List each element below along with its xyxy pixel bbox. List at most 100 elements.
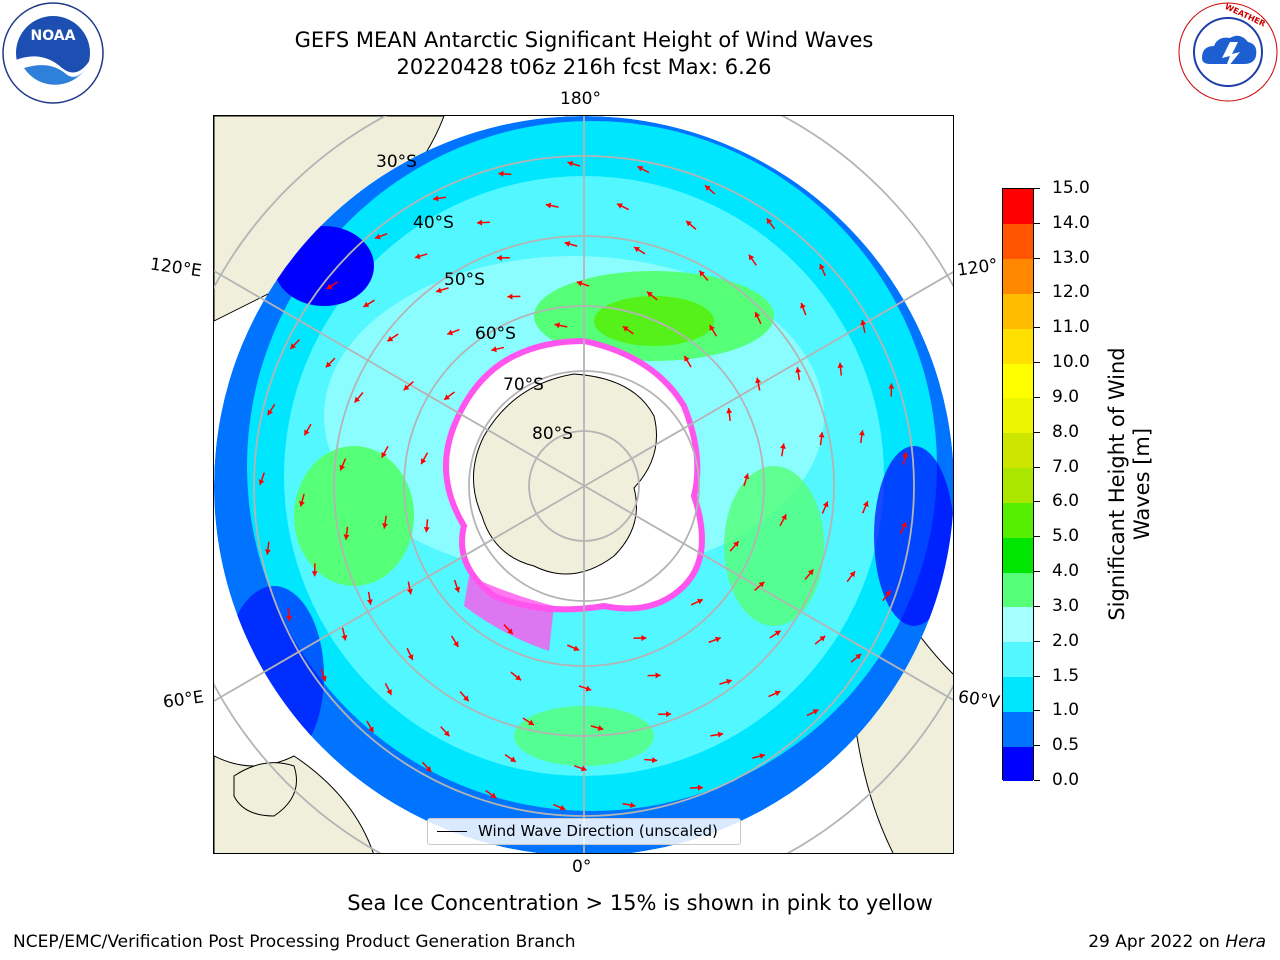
colorbar-tick xyxy=(1034,605,1040,607)
colorbar-tick-label: 14.0 xyxy=(1052,212,1090,233)
longitude-label-60e: 60°E xyxy=(161,687,206,713)
wind-arrow-head xyxy=(567,160,574,167)
colorbar-segment xyxy=(1003,606,1033,643)
colorbar-segment xyxy=(1003,258,1033,294)
colorbar-segment xyxy=(1003,189,1033,225)
wind-arrow-head xyxy=(863,501,869,507)
longitude-label-120e: 120°E xyxy=(148,254,203,282)
colorbar-segment xyxy=(1003,676,1033,712)
wind-arrow-head xyxy=(491,346,497,353)
wind-arrow-head xyxy=(325,361,332,368)
wind-arrow-head xyxy=(697,598,703,605)
footer-machine: Hera xyxy=(1225,932,1266,952)
noaa-logo-icon: NOAA xyxy=(2,2,104,104)
wind-arrow-head xyxy=(837,362,844,368)
colorbar-tick xyxy=(1034,640,1040,642)
wind-arrow-head xyxy=(780,443,786,449)
wind-arrow-head xyxy=(290,343,296,349)
colorbar-segment xyxy=(1003,363,1033,399)
map-legend: Wind Wave Direction (unscaled) xyxy=(427,818,741,845)
wind-arrow-head xyxy=(443,730,450,737)
wind-arrow-head xyxy=(714,636,721,643)
wind-arrow-head xyxy=(490,792,497,798)
wind-arrow-head xyxy=(666,711,672,718)
map-subtitle: 20220428 t06z 216h fcst Max: 6.26 xyxy=(396,55,772,79)
wind-arrow-head xyxy=(697,784,703,791)
colorbar-segment xyxy=(1003,467,1033,503)
longitude-label-0: 0° xyxy=(572,857,592,877)
colorbar-tick-label: 1.0 xyxy=(1052,700,1080,721)
wind-arrow-head xyxy=(559,804,566,811)
wind-arrow-head xyxy=(800,302,806,309)
wind-arrow-head xyxy=(580,765,587,772)
footer-date-text: 29 Apr 2022 on xyxy=(1088,932,1226,952)
wind-arrow-head xyxy=(341,634,348,641)
wind-wave-arrows xyxy=(258,160,909,811)
wind-arrow-head xyxy=(320,675,327,682)
wind-arrow-head xyxy=(447,329,454,336)
colorbar-label: Significant Height of Wind Waves [m] xyxy=(1105,347,1154,621)
colorbar-tick xyxy=(1034,188,1040,189)
wind-arrow-head xyxy=(774,630,781,637)
wind-arrow-head xyxy=(304,429,310,436)
latitude-label-30s: 30°S xyxy=(376,152,417,172)
wind-arrow-head xyxy=(406,588,413,595)
wind-arrow-head xyxy=(507,628,513,635)
wind-arrow-head xyxy=(647,291,653,298)
wind-arrow-head xyxy=(573,645,580,652)
colorbar-tick xyxy=(1034,780,1040,781)
wind-arrow-head xyxy=(818,432,825,438)
colorbar-segment xyxy=(1003,432,1033,469)
colorbar-tick-label: 5.0 xyxy=(1052,526,1080,547)
latitude-label-70s: 70°S xyxy=(503,375,544,395)
wind-arrow-head xyxy=(368,726,374,733)
colorbar-tick-label: 1.5 xyxy=(1052,665,1080,686)
wind-arrow-head xyxy=(453,641,459,647)
wind-arrow-head xyxy=(885,590,891,597)
wind-arrow-head xyxy=(726,678,732,685)
wind-arrow-head xyxy=(366,599,373,605)
colorbar-tick-label: 0.5 xyxy=(1052,735,1080,756)
wind-arrow-head xyxy=(597,725,604,731)
colorbar-segment xyxy=(1003,223,1033,260)
wind-arrow-head xyxy=(629,802,636,809)
wind-arrow-head xyxy=(585,685,592,692)
colorbar-segment xyxy=(1003,502,1033,538)
colorbar-segment xyxy=(1003,537,1033,573)
wind-arrow-head xyxy=(812,709,819,715)
wind-arrow-head xyxy=(634,247,640,253)
colorbar-tick xyxy=(1034,710,1040,712)
wind-arrow-head xyxy=(507,293,513,300)
wind-arrow-head xyxy=(822,501,829,508)
latitude-label-80s: 80°S xyxy=(532,424,573,444)
longitude-label-180: 180° xyxy=(560,89,601,109)
wind-arrow-head xyxy=(339,464,346,471)
wind-arrow-head xyxy=(748,254,755,261)
colorbar-segment xyxy=(1003,328,1033,364)
colorbar-tick-label: 10.0 xyxy=(1052,352,1090,373)
latitude-label-60s: 60°S xyxy=(475,324,516,344)
wind-arrow-head xyxy=(311,571,318,577)
wind-arrow-head xyxy=(326,283,333,290)
wind-arrow-head xyxy=(420,458,427,465)
colorbar-tick-label: 8.0 xyxy=(1052,421,1080,442)
map-panel xyxy=(213,115,954,854)
ross-sea-ice xyxy=(464,576,554,651)
wind-arrow-head xyxy=(855,654,862,660)
colorbar-segment xyxy=(1003,572,1033,608)
wind-arrow-head xyxy=(403,384,410,391)
colorbar-tick xyxy=(1034,745,1040,747)
wind-arrow-head xyxy=(545,202,552,209)
colorbar-tick xyxy=(1034,466,1040,468)
colorbar-tick-label: 7.0 xyxy=(1052,456,1080,477)
wind-arrow-head xyxy=(704,185,711,191)
colorbar-segment xyxy=(1003,641,1033,678)
colorbar-segment xyxy=(1003,746,1033,782)
colorbar-tick-label: 2.0 xyxy=(1052,630,1080,651)
wind-arrow-head xyxy=(901,522,907,528)
wind-arrow-head xyxy=(564,241,571,247)
wind-arrow-head xyxy=(709,325,715,331)
colorbar-tick xyxy=(1034,501,1040,503)
wind-arrow-head xyxy=(258,479,265,485)
wind-arrow-head xyxy=(299,500,305,507)
